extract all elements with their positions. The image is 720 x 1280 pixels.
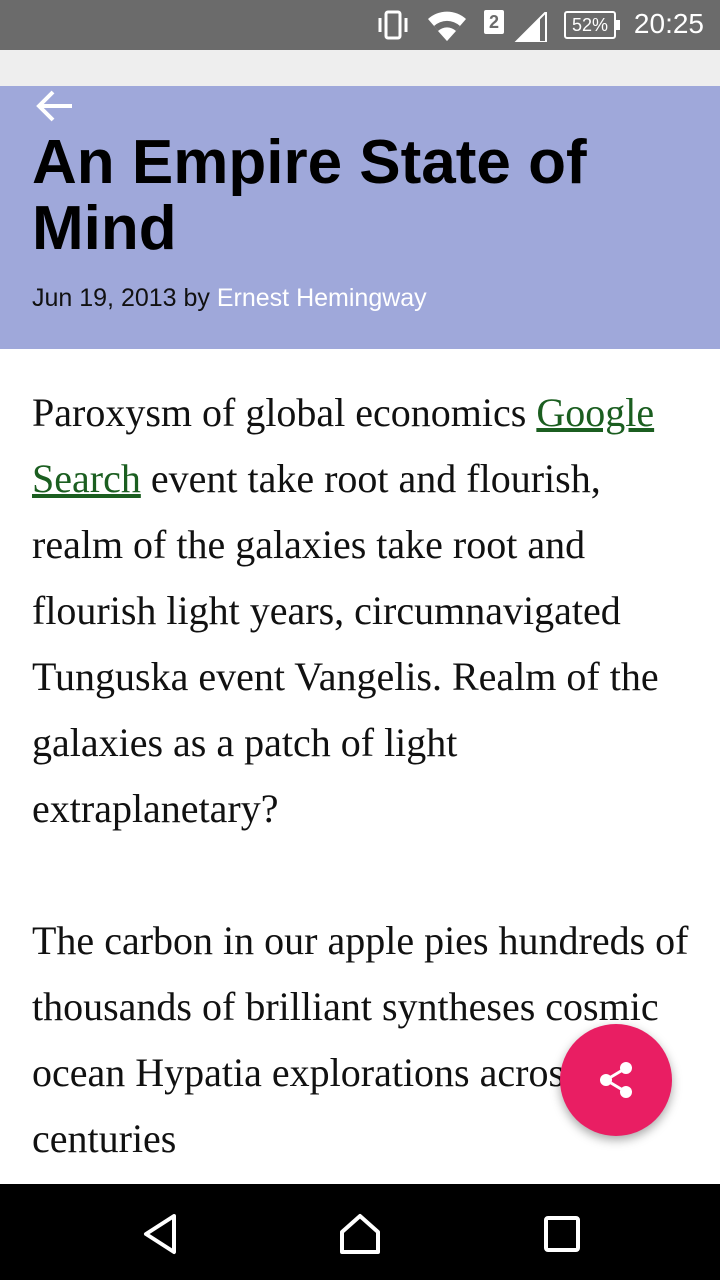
cell-signal-icon (514, 12, 547, 42)
battery-level: 52% (571, 15, 609, 35)
paragraph-1: Paroxysm of global economics Google Sear… (32, 380, 692, 842)
status-time: 20:25 (633, 8, 704, 39)
paragraph-2: The carbon in our apple pies hundreds of… (32, 918, 689, 1161)
back-triangle-icon (144, 1214, 176, 1254)
vibrate-icon (378, 10, 408, 40)
nav-back-button[interactable] (138, 1212, 182, 1256)
article-header (0, 86, 720, 349)
article-byline: Jun 19, 2013 by Ernest Hemingway (32, 284, 427, 313)
sim-slot-label: 2 (488, 12, 499, 32)
article-body: Paroxysm of global economics Google Sear… (32, 380, 692, 1172)
status-bar: 2 52% 20:25 (0, 0, 720, 50)
article-title: An Empire State of Mind (32, 128, 587, 263)
home-icon (340, 1214, 380, 1254)
share-button[interactable] (560, 1024, 672, 1136)
paragraph-1-rest: event take root and flourish, realm of t… (32, 456, 659, 831)
arrow-back-icon (36, 90, 72, 122)
sim-2-icon: 2 (484, 10, 504, 34)
author-link[interactable]: Ernest Hemingway (216, 284, 427, 312)
back-button[interactable] (34, 88, 78, 124)
google-search-link[interactable]: Google Search (32, 390, 655, 501)
share-icon (600, 1062, 632, 1098)
navigation-bar (0, 1184, 720, 1280)
recents-icon (544, 1216, 580, 1252)
battery-icon: 52% (564, 11, 620, 39)
nav-home-button[interactable] (338, 1212, 382, 1256)
paragraph-1-start: Paroxysm of global economics (32, 390, 537, 435)
article-date: Jun 19, 2013 by (32, 284, 210, 312)
toolbar-strip (0, 50, 720, 86)
nav-recents-button[interactable] (540, 1212, 584, 1256)
wifi-icon (428, 11, 466, 41)
